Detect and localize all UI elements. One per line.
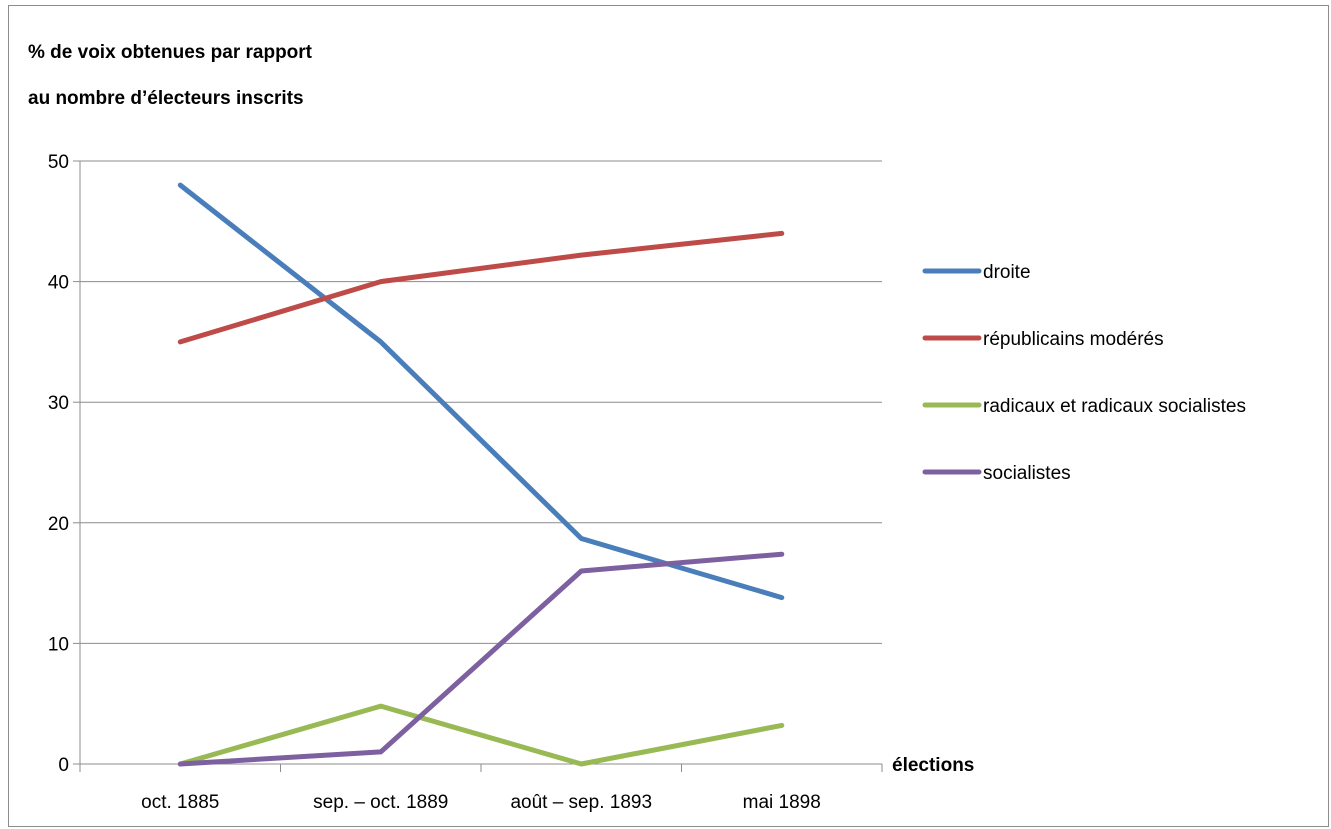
- series-line-2: [177, 230, 785, 345]
- x-tick-label: mai 1898: [743, 792, 821, 813]
- legend-label: droite: [983, 262, 1031, 283]
- legend-label: républicains modérés: [983, 329, 1164, 350]
- y-tick-label: 30: [48, 393, 69, 414]
- y-tick-labels: 0 10 20 30 40 50: [48, 152, 69, 776]
- series-line-1: [177, 182, 785, 601]
- legend: droite républicains modérés radicaux et ra…: [922, 262, 1246, 484]
- chart-frame: [8, 5, 1329, 827]
- x-tick-label: oct. 1885: [141, 792, 219, 813]
- x-axis-label: élections: [892, 755, 974, 776]
- x-tick-label: sep. – oct. 1889: [313, 792, 448, 813]
- x-tick-label: août – sep. 1893: [510, 792, 652, 813]
- x-tick-labels: oct. 1885 sep. – oct. 1889 août – sep. 189…: [141, 792, 821, 813]
- gridlines: [80, 160, 882, 644]
- y-tick-label: 40: [48, 273, 69, 294]
- series-lines: [177, 182, 785, 767]
- y-tick-label: 20: [48, 514, 69, 535]
- y-axis-label-line-1: % de voix obtenues par rapport: [28, 42, 312, 63]
- series-line-4: [177, 551, 785, 767]
- legend-label: socialistes: [983, 463, 1071, 484]
- legend-label: radicaux et radicaux socialistes: [983, 396, 1246, 417]
- series-line-3: [177, 703, 785, 767]
- y-tick-label: 0: [58, 755, 69, 776]
- y-tick-label: 50: [48, 152, 69, 173]
- y-tick-label: 10: [48, 634, 69, 655]
- y-axis-label-line-2: au nombre d’électeurs inscrits: [28, 88, 304, 109]
- axes: [73, 160, 883, 772]
